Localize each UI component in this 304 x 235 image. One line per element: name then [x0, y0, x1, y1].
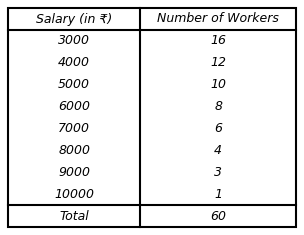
Text: 7000: 7000 — [58, 122, 90, 135]
Text: 8: 8 — [214, 100, 222, 113]
Text: 1: 1 — [214, 188, 222, 200]
Text: 3000: 3000 — [58, 35, 90, 47]
Text: 3: 3 — [214, 166, 222, 179]
Text: 6: 6 — [214, 122, 222, 135]
Text: Total: Total — [59, 209, 89, 223]
Text: 10: 10 — [210, 78, 226, 91]
Text: 60: 60 — [210, 209, 226, 223]
Text: 9000: 9000 — [58, 166, 90, 179]
Text: 10000: 10000 — [54, 188, 94, 200]
Text: Salary (in ₹): Salary (in ₹) — [36, 12, 112, 26]
Text: 5000: 5000 — [58, 78, 90, 91]
Text: 12: 12 — [210, 56, 226, 69]
Text: 8000: 8000 — [58, 144, 90, 157]
Text: 4: 4 — [214, 144, 222, 157]
Text: 16: 16 — [210, 35, 226, 47]
Text: Number of Workers: Number of Workers — [157, 12, 279, 26]
Text: 6000: 6000 — [58, 100, 90, 113]
Text: 4000: 4000 — [58, 56, 90, 69]
